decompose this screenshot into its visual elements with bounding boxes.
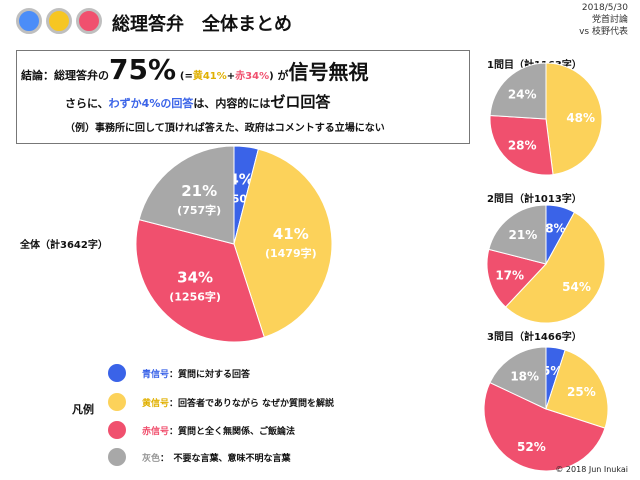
q3-chart-label: 3問目（計1466字） — [487, 332, 582, 343]
legend: 凡例 青信号：質問に対する回答 黄信号：回答者でありながら なぜか質問を解説 赤… — [0, 355, 420, 466]
q3-slice-red — [483, 381, 606, 472]
q1-label-yellow: 48% — [566, 111, 595, 125]
meta-info: 2018/5/30 党首討論 vs 枝野代表 — [579, 2, 628, 38]
overall-slice-yellow — [233, 148, 333, 338]
conclusion-prefix: 結論：総理答弁の — [21, 69, 109, 82]
line2-zero-answer: ゼロ回答 — [270, 93, 331, 111]
example-line: （例）事務所に回して頂ければ答えた、政府はコメントする立場にない — [65, 123, 385, 134]
red-dot-icon — [108, 421, 126, 439]
q2-label-blue: 8% — [545, 221, 565, 235]
q3-label-blue: 5% — [542, 364, 562, 378]
q2-label-yellow: 54% — [562, 280, 591, 294]
q3-slice-blue — [545, 346, 566, 410]
q1-slice-yellow — [545, 62, 603, 176]
conclusion-title: 信号無視 — [288, 60, 369, 84]
overall-slice-blue — [233, 145, 259, 245]
overall-sublabel-red: (1256字) — [169, 289, 221, 303]
q1-label-gray: 24% — [508, 88, 537, 102]
q1-pie: 48% 28% 24% — [489, 62, 603, 176]
conclusion-paren-close: ) — [269, 71, 274, 82]
conclusion-ga: が — [277, 69, 289, 82]
header: 総理答弁 全体まとめ 2018/5/30 党首討論 vs 枝野代表 — [0, 0, 640, 44]
meta-opponent: vs 枝野代表 — [579, 27, 628, 37]
overall-pie: 4% (150字) 41% (1479字) 34% (1256字) 21% (757字) — [135, 145, 333, 343]
conclusion-percent: 75% — [109, 53, 177, 86]
line2-mid: は、内容的には — [193, 97, 271, 110]
conclusion-yellow-part: 黄41% — [192, 71, 227, 82]
zero-answer-line: さらに、わずか4%の回答は、内容的にはゼロ回答 — [65, 91, 330, 112]
overall-label-red: 34% — [177, 268, 213, 286]
q1-label-red: 28% — [508, 138, 537, 152]
q2-slice-gray — [488, 204, 547, 265]
q2-slice-yellow — [504, 211, 606, 324]
summary-box: 結論：総理答弁の75% (=黄41%+赤34%) が信号無視 さらに、わずか4%… — [16, 50, 470, 144]
page-title: 総理答弁 全体まとめ — [112, 14, 292, 35]
overall-label-gray: 21% — [181, 182, 217, 200]
q2-label-gray: 21% — [509, 228, 538, 242]
gray-dot-icon — [108, 448, 126, 466]
overall-slice-gray — [138, 145, 235, 245]
legend-name-gray: 灰色 — [142, 454, 161, 464]
copyright: © 2018 Jun Inukai — [555, 465, 628, 474]
q2-slice-red — [486, 248, 547, 308]
legend-name-red: 赤信号 — [142, 427, 170, 437]
q2-slice-blue — [545, 204, 576, 265]
q3-slice-yellow — [545, 349, 609, 429]
q3-label-yellow: 25% — [567, 385, 596, 399]
q2-label-red: 17% — [495, 269, 524, 283]
q3-label-red: 52% — [517, 440, 546, 454]
line2-prefix: さらに、 — [65, 97, 109, 110]
legend-desc-blue: ：質問に対する回答 — [169, 370, 251, 380]
overall-chart-label: 全体（計3642字） — [20, 240, 108, 251]
yellow-signal-dot-icon — [46, 8, 72, 34]
blue-signal-dot-icon — [16, 8, 42, 34]
blue-dot-icon — [108, 364, 126, 382]
conclusion-paren-open: (= — [179, 71, 193, 82]
q1-slice-gray — [489, 62, 547, 120]
red-signal-dot-icon — [76, 8, 102, 34]
legend-desc-yellow: ：回答者でありながら なぜか質問を解説 — [169, 399, 335, 409]
overall-sublabel-blue: (150字) — [219, 192, 263, 206]
legend-title: 凡例 — [72, 403, 94, 416]
legend-name-yellow: 黄信号 — [142, 399, 170, 409]
q3-label-gray: 18% — [510, 370, 539, 384]
q3-pie: 5% 25% 52% 18% — [483, 346, 609, 472]
q1-slice-red — [489, 114, 554, 176]
yellow-dot-icon — [108, 393, 126, 411]
overall-sublabel-gray: (757字) — [177, 203, 221, 217]
legend-name-blue: 青信号 — [142, 370, 170, 380]
conclusion-plus: + — [226, 71, 236, 82]
line2-blue: わずか4%の回答 — [108, 97, 194, 110]
overall-slice-red — [135, 219, 265, 343]
overall-label-yellow: 41% — [273, 225, 309, 243]
legend-desc-red: ：質問と全く無関係、ご飯論法 — [169, 427, 296, 437]
q2-chart-label: 2問目（計1013字） — [487, 194, 582, 205]
legend-desc-gray: ： 不要な言葉、意味不明な言葉 — [160, 454, 291, 464]
conclusion-line: 結論：総理答弁の75% (=黄41%+赤34%) が信号無視 — [21, 53, 369, 86]
meta-date: 2018/5/30 — [581, 3, 628, 13]
overall-sublabel-yellow: (1479字) — [265, 246, 317, 260]
q1-chart-label: 1問目（計1163字） — [487, 60, 582, 71]
overall-label-blue: 4% — [228, 171, 253, 189]
meta-event: 党首討論 — [591, 15, 628, 25]
q2-pie: 8% 54% 17% 21% — [486, 204, 606, 324]
conclusion-red-part: 赤34% — [235, 71, 270, 82]
q3-slice-gray — [489, 346, 547, 410]
